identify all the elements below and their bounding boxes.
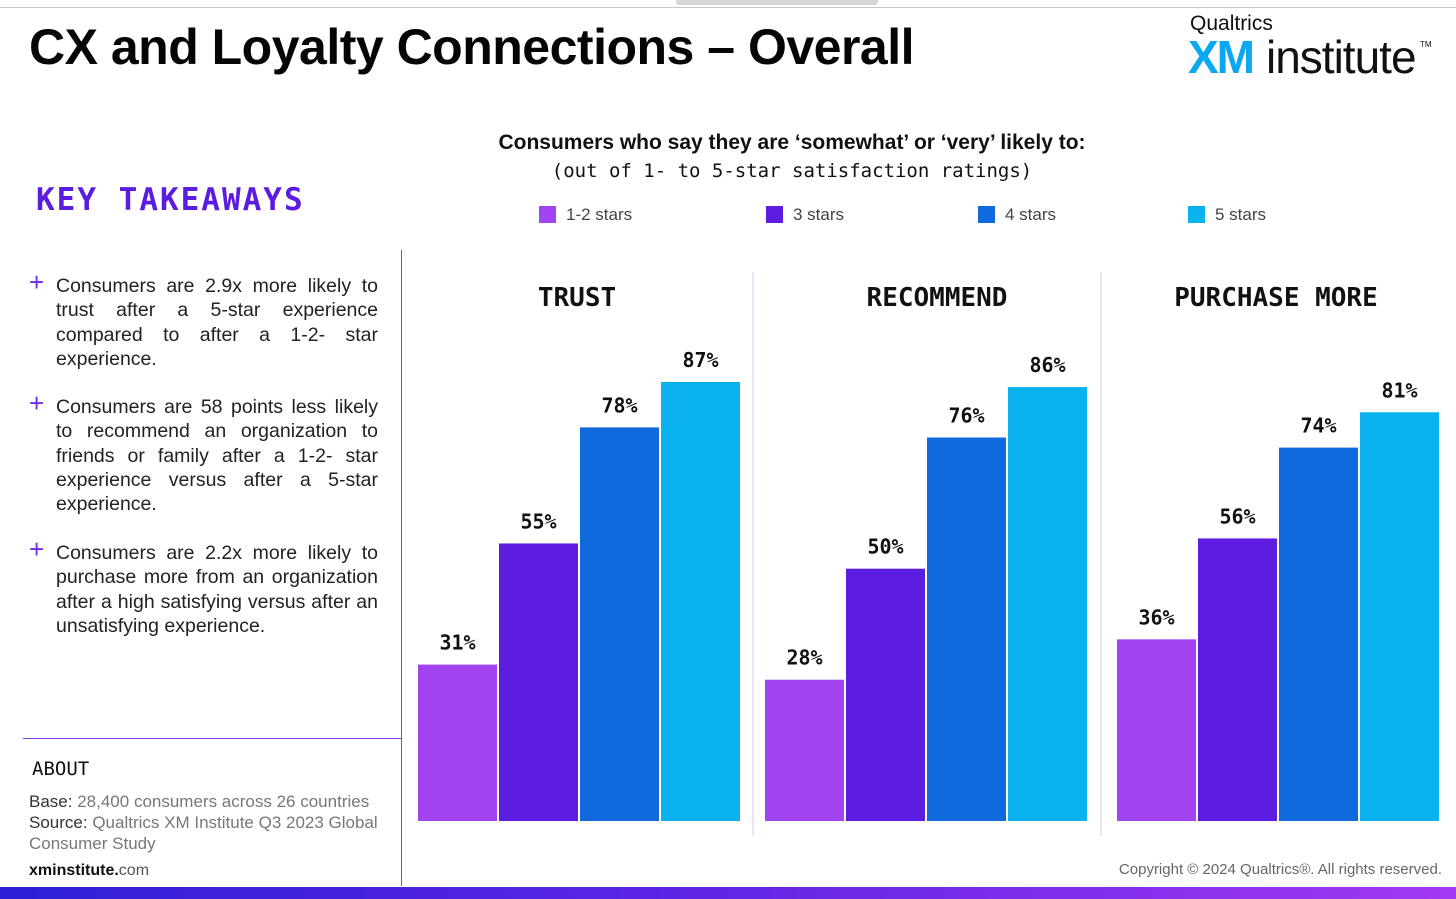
data-label: 86% [1029, 353, 1065, 377]
bar [1360, 412, 1439, 821]
plus-icon: + [29, 267, 45, 297]
base-text: 28,400 consumers across 26 countries [77, 792, 370, 811]
data-label: 36% [1138, 605, 1174, 629]
data-label: 76% [948, 404, 984, 428]
base-label: Base: [29, 792, 73, 811]
about-text: Base: 28,400 consumers across 26 countri… [29, 791, 399, 854]
bar [1117, 639, 1196, 821]
bar [1008, 387, 1087, 821]
data-label: 55% [520, 509, 556, 533]
bar [499, 543, 578, 821]
bar [765, 679, 844, 821]
site-domain: com [118, 862, 150, 879]
legend-item: 3 stars [766, 205, 844, 225]
source-text: Qualtrics XM Institute Q3 2023 Global Co… [29, 813, 378, 853]
chart-subtitle: (out of 1- to 5-star satisfaction rating… [551, 160, 1033, 182]
takeaway-text: Consumers are 2.9x more likely to trust … [56, 275, 378, 370]
data-label: 81% [1381, 378, 1417, 402]
section-divider-vertical [401, 250, 402, 886]
takeaway-text: Consumers are 58 points less likely to r… [56, 396, 378, 516]
plus-icon: + [29, 534, 45, 564]
bar [580, 427, 659, 821]
copyright-text: Copyright © 2024 Qualtrics®. All rights … [1118, 861, 1442, 878]
key-takeaways-heading: KEY TAKEAWAYS [36, 182, 305, 218]
plus-icon: + [29, 388, 45, 418]
bar [927, 437, 1006, 821]
logo-qualtrics-text: Qualtrics [1190, 12, 1273, 35]
site-link[interactable]: xminstitute.com [29, 862, 149, 880]
about-heading: ABOUT [32, 758, 90, 780]
data-label: 31% [439, 631, 475, 655]
bar [661, 382, 740, 821]
logo-xm-text: XM [1188, 31, 1255, 83]
window-tab[interactable] [676, 0, 878, 5]
takeaway-item: + Consumers are 2.2x more likely to purc… [29, 534, 378, 638]
takeaway-item: + Consumers are 2.9x more likely to trus… [29, 267, 378, 371]
legend-label: 5 stars [1215, 205, 1267, 224]
legend-swatch-s3 [978, 206, 995, 223]
data-label: 74% [1300, 414, 1336, 438]
legend-label: 4 stars [1005, 205, 1057, 224]
data-label: 28% [786, 646, 822, 670]
bar [1279, 447, 1358, 821]
legend-swatch-s4 [1188, 206, 1205, 223]
legend-swatch-s1 [539, 206, 556, 223]
category-label: PURCHASE MORE [1174, 283, 1378, 313]
data-label: 87% [682, 348, 718, 372]
bottom-gradient-bar [0, 887, 1456, 899]
category-label: TRUST [538, 283, 616, 313]
source-label: Source: [29, 813, 88, 832]
legend-label: 3 stars [793, 205, 845, 224]
site-name: xminstitute. [29, 862, 119, 879]
chart-title: Consumers who say they are ‘somewhat’ or… [498, 131, 1086, 154]
takeaway-text: Consumers are 2.2x more likely to purcha… [56, 542, 378, 637]
logo-tm-mark: TM [1420, 40, 1432, 49]
bar [418, 664, 497, 821]
page-title: CX and Loyalty Connections – Overall [29, 19, 915, 75]
takeaway-item: + Consumers are 58 points less likely to… [29, 388, 378, 516]
logo-institute-text: institute [1266, 31, 1417, 83]
section-divider-horizontal [23, 738, 401, 739]
legend-label: 1-2 stars [566, 205, 633, 224]
data-label: 56% [1219, 504, 1255, 528]
data-label: 50% [867, 535, 903, 559]
legend-item: 1-2 stars [539, 205, 632, 225]
bar [846, 568, 925, 821]
top-border [0, 7, 1456, 8]
category-label: RECOMMEND [867, 283, 1008, 313]
data-label: 78% [601, 393, 637, 417]
legend-item: 5 stars [1188, 205, 1266, 225]
bar [1198, 538, 1277, 821]
legend-item: 4 stars [978, 205, 1056, 225]
legend-swatch-s2 [766, 206, 783, 223]
